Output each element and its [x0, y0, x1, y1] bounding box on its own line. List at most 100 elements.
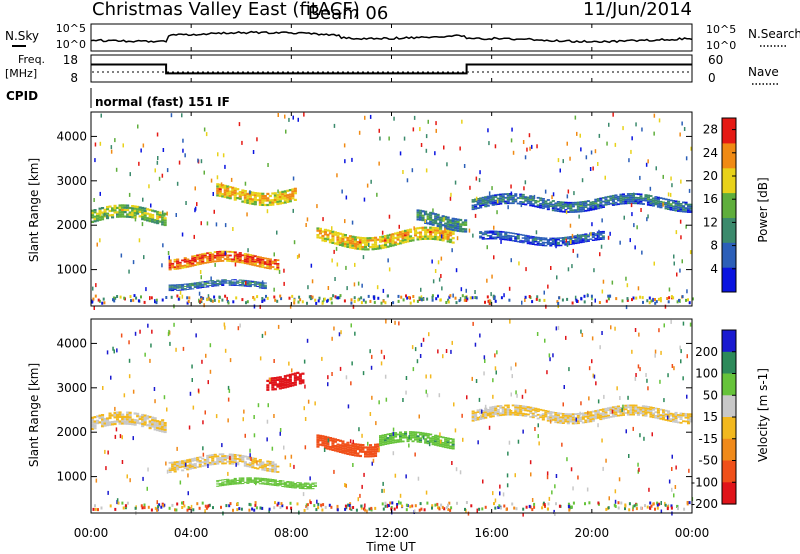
scatter-cell	[381, 237, 385, 240]
scatter-cell	[651, 197, 655, 200]
speckle-cell	[208, 296, 210, 301]
scatter-cell	[298, 484, 302, 486]
speckle-cell	[212, 192, 214, 196]
scatter-cell	[271, 470, 275, 473]
scatter-cell	[241, 200, 245, 203]
speckle-cell	[227, 418, 229, 423]
scatter-cell	[511, 196, 515, 199]
scatter-cell	[131, 213, 135, 217]
scatter-cell	[439, 238, 443, 241]
scatter-cell	[446, 443, 450, 445]
speckle-cell	[371, 395, 373, 400]
scatter-cell	[601, 410, 605, 413]
scatter-cell	[276, 471, 280, 473]
scatter-cell	[341, 444, 345, 447]
scatter-cell	[546, 419, 550, 422]
ground-scatter-cell	[290, 506, 293, 510]
scatter-cell	[626, 196, 630, 199]
scatter-cell	[501, 414, 505, 416]
ground-scatter-cell	[437, 506, 439, 510]
speckle-cell	[637, 462, 639, 467]
scatter-cell	[479, 412, 483, 415]
scatter-cell	[669, 203, 673, 205]
ground-scatter-cell	[353, 296, 356, 300]
scatter-cell	[241, 189, 245, 192]
scatter-cell	[118, 208, 122, 211]
scatter-cell	[631, 404, 635, 407]
ground-scatter-cell	[677, 507, 679, 511]
scatter-cell	[183, 459, 187, 462]
speckle-cell	[670, 176, 672, 181]
scatter-cell	[161, 218, 165, 222]
ground-scatter-cell	[141, 506, 144, 510]
scatter-cell	[464, 228, 468, 231]
scatter-cell	[429, 226, 433, 229]
ground-scatter-cell	[274, 298, 277, 302]
speckle-cell	[145, 287, 147, 292]
speckle-cell	[556, 275, 558, 280]
scatter-cell	[256, 192, 260, 195]
scatter-cell	[566, 203, 570, 206]
speckle-cell	[168, 329, 170, 334]
scatter-cell	[524, 239, 528, 241]
speckle-cell	[382, 481, 384, 486]
speckle-cell	[243, 409, 245, 414]
scatter-cell	[178, 284, 182, 286]
scatter-cell	[323, 231, 327, 234]
scatter-cell	[243, 262, 247, 265]
speckle-cell	[510, 392, 512, 397]
scatter-cell	[261, 260, 265, 263]
scatter-cell	[401, 237, 405, 240]
speckle-cell	[685, 156, 688, 161]
scatter-cell	[93, 422, 97, 425]
ground-scatter-cell	[416, 299, 419, 303]
scatter-cell	[346, 241, 350, 244]
scatter-cell	[621, 202, 625, 205]
scatter-cell	[651, 199, 655, 202]
scatter-cell	[486, 204, 490, 207]
scatter-cell	[366, 241, 370, 244]
speckle-cell	[438, 277, 441, 282]
speckle-cell	[418, 414, 420, 419]
scatter-cell	[677, 414, 681, 416]
scatter-cell	[569, 418, 573, 421]
scatter-cell	[484, 415, 488, 417]
scatter-cell	[664, 409, 668, 412]
speckle-cell	[203, 303, 205, 308]
scatter-cell	[531, 416, 535, 419]
scatter-cell	[649, 204, 653, 207]
scatter-cell	[141, 213, 145, 216]
scatter-cell	[271, 461, 275, 464]
scatter-cell	[206, 259, 210, 262]
scatter-cell	[106, 424, 110, 427]
speckle-cell	[484, 359, 486, 363]
scatter-cell	[664, 207, 668, 210]
speckle-cell	[521, 300, 523, 305]
scatter-cell	[273, 262, 277, 265]
scatter-cell	[251, 262, 255, 264]
scatter-cell	[288, 485, 292, 487]
scatter-cell	[243, 279, 247, 281]
scatter-cell	[228, 280, 232, 282]
scatter-cell	[554, 412, 558, 414]
colorbar-tick-label: 50	[703, 388, 718, 402]
scatter-cell	[268, 464, 272, 467]
scatter-cell	[253, 192, 257, 195]
ground-scatter-cell	[401, 504, 403, 508]
scatter-cell	[128, 416, 132, 419]
scatter-cell	[316, 436, 320, 439]
speckle-cell	[406, 178, 409, 183]
scatter-cell	[636, 202, 640, 205]
ground-scatter-cell	[317, 502, 320, 506]
scatter-cell	[401, 234, 405, 238]
speckle-cell	[450, 192, 452, 197]
speckle-cell	[563, 385, 565, 389]
y-tick-label: 4000	[56, 129, 87, 143]
scatter-cell	[444, 218, 448, 221]
scatter-cell	[178, 464, 182, 467]
scatter-cell	[514, 238, 518, 241]
speckle-cell	[257, 403, 260, 408]
scatter-cell	[511, 240, 515, 242]
scatter-cell	[321, 435, 325, 438]
speckle-cell	[608, 122, 610, 127]
